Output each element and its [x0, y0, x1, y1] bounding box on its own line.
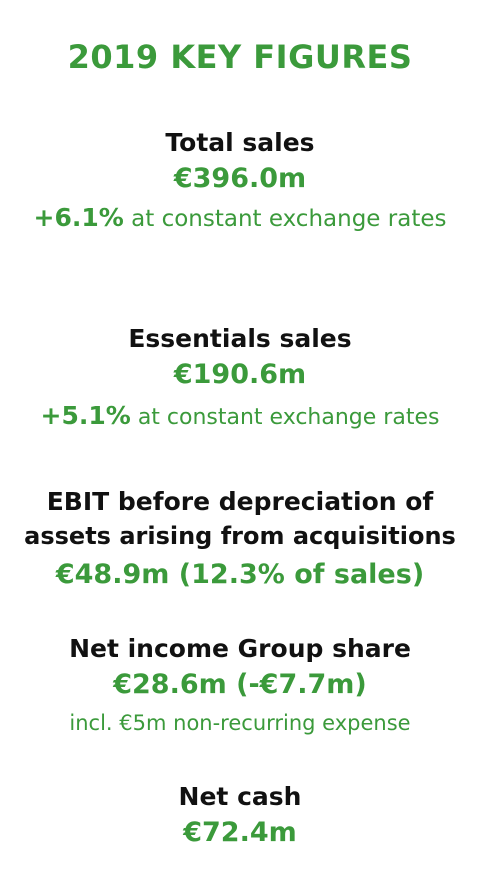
figure-total-sales: Total sales €396.0m +6.1% at constant ex…: [0, 126, 480, 237]
figure-essentials-sales: Essentials sales €190.6m +5.1% at consta…: [0, 322, 480, 436]
page-title: 2019 KEY FIGURES: [67, 38, 413, 76]
figure-label: Net income Group share: [69, 634, 411, 663]
figure-value: €396.0m: [173, 163, 307, 194]
figure-value: €72.4m: [183, 817, 297, 848]
change-percent: +6.1%: [33, 203, 124, 232]
figure-value: €48.9m (12.3% of sales): [55, 559, 425, 590]
figure-change: +6.1% at constant exchange rates: [0, 200, 480, 237]
figure-change: +5.1% at constant exchange rates: [0, 398, 480, 436]
change-percent: +5.1%: [40, 401, 131, 430]
figure-label-line1: EBIT before depreciation of: [46, 487, 434, 516]
figure-label: Net cash: [178, 782, 302, 811]
figure-ebit: EBIT before depreciation of assets arisi…: [0, 484, 480, 594]
change-suffix: at constant exchange rates: [123, 206, 447, 232]
figure-value: €28.6m (-€7.7m): [113, 669, 367, 700]
change-suffix: at constant exchange rates: [130, 405, 440, 430]
figure-label-line2: assets arising from acquisitions: [24, 522, 456, 550]
figure-net-cash: Net cash €72.4m: [0, 780, 480, 852]
figure-note: incl. €5m non-recurring expense: [69, 711, 411, 735]
figure-net-income: Net income Group share €28.6m (-€7.7m) i…: [0, 632, 480, 740]
figure-value: €190.6m: [173, 359, 307, 390]
figure-label: Essentials sales: [128, 324, 352, 353]
figure-label: Total sales: [165, 128, 315, 157]
